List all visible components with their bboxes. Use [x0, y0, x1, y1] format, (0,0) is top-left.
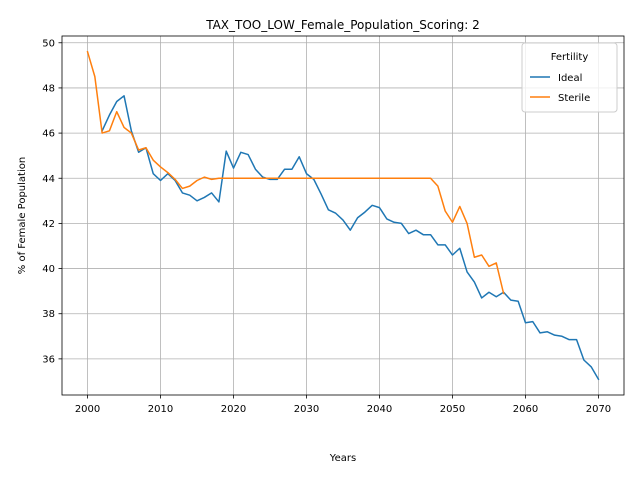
legend-box — [521, 42, 618, 113]
x-tick-label: 2010 — [148, 404, 173, 415]
x-tick-label: 2040 — [367, 404, 392, 415]
x-tick-label: 2020 — [221, 404, 246, 415]
legend-label-sterile: Sterile — [558, 93, 590, 104]
series-lines — [86, 50, 600, 381]
y-axis-label: % of Female Population — [17, 157, 28, 274]
legend-label-ideal: Ideal — [558, 73, 582, 84]
x-tick-label: 2030 — [294, 404, 319, 415]
legend: Fertility Ideal Sterile — [521, 42, 618, 113]
axis-ticks: 2000 2010 2020 2030 2040 2050 2060 2070 36 38 40 42… — [42, 38, 611, 415]
x-tick-label: 2000 — [75, 404, 100, 415]
y-tick-label: 44 — [42, 174, 55, 185]
plot-frame — [61, 35, 625, 396]
y-tick-label: 38 — [42, 309, 55, 320]
y-tick-label: 50 — [42, 38, 55, 49]
y-tick-label: 36 — [42, 354, 55, 365]
y-tick-label: 40 — [42, 264, 55, 275]
x-tick-label: 2050 — [440, 404, 465, 415]
x-axis-label: Years — [329, 453, 356, 464]
chart-title: TAX_TOO_LOW_Female_Population_Scoring: 2 — [205, 18, 480, 32]
x-tick-label: 2060 — [513, 404, 538, 415]
legend-title: Fertility — [551, 52, 589, 63]
series-line-sterile — [86, 50, 505, 295]
x-tick-label: 2070 — [586, 404, 611, 415]
y-tick-label: 46 — [42, 129, 55, 140]
y-tick-label: 48 — [42, 83, 55, 94]
series-line-ideal — [101, 95, 600, 381]
y-tick-label: 42 — [42, 219, 55, 230]
